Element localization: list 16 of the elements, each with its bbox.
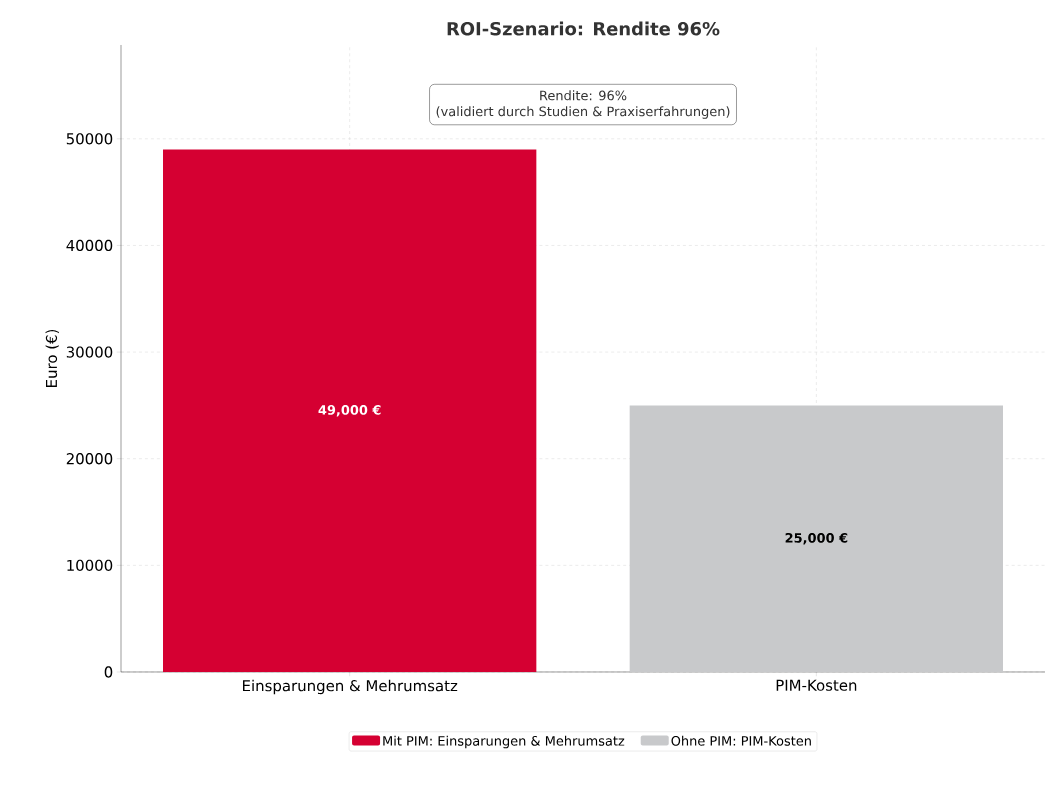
legend-label: Mit PIM: Einsparungen & Mehrumsatz bbox=[383, 735, 625, 749]
y-tick-label: 30000 bbox=[66, 346, 113, 358]
y-tick-label: 50000 bbox=[66, 133, 113, 145]
chart-title: ROI-Szenario: Rendite 96% bbox=[447, 21, 720, 36]
data-label: 25,000 € bbox=[785, 532, 848, 545]
x-tick-label: PIM-Kosten bbox=[776, 679, 857, 691]
x-tick-label: Einsparungen & Mehrumsatz bbox=[243, 679, 458, 695]
y-tick-label: 0 bbox=[104, 666, 113, 678]
y-tick-label: 10000 bbox=[67, 559, 113, 572]
y-axis-title: Euro (€) bbox=[45, 329, 59, 387]
y-tick-label: 40000 bbox=[66, 239, 113, 252]
annotation: (validiert durch Studien & Praxiserfahrungen) bbox=[436, 106, 730, 119]
y-tick-label: 20000 bbox=[66, 453, 113, 465]
annotation: Rendite: 96% bbox=[540, 90, 627, 101]
data-label: 49,000 € bbox=[318, 405, 381, 417]
legend-label: Ohne PIM: PIM-Kosten bbox=[671, 735, 811, 746]
